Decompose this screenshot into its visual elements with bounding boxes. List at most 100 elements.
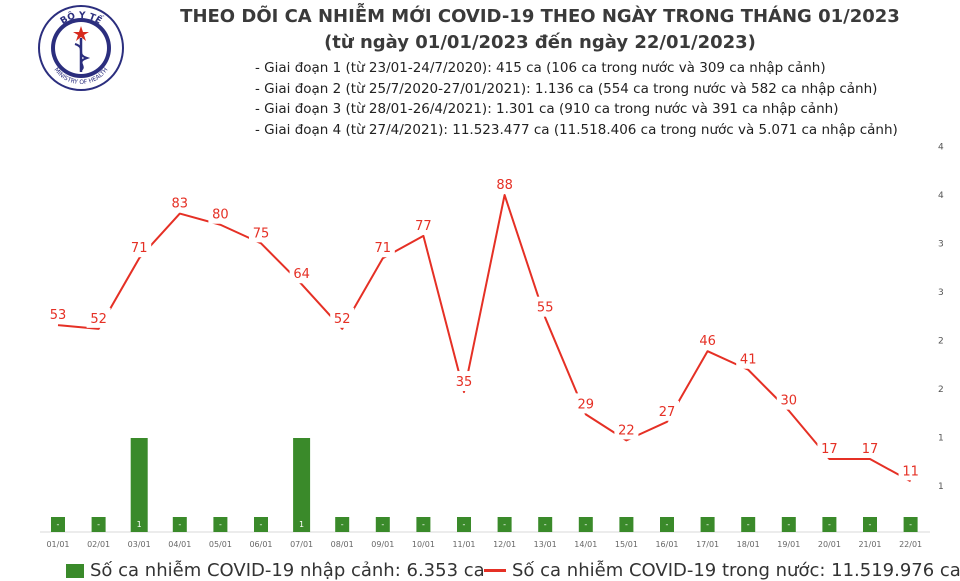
x-tick-16/01: 16/01 — [655, 540, 678, 549]
data-label-bg-21/01 — [858, 437, 882, 458]
bar-03/01 — [130, 438, 148, 532]
data-label-03/01: 71 — [131, 241, 148, 256]
bar-14/01 — [578, 517, 593, 532]
right-axis-tick-label: 2 — [938, 337, 944, 347]
bar-04/01 — [172, 517, 187, 532]
data-label-04/01: 83 — [172, 197, 189, 212]
bar-09/01 — [375, 517, 390, 532]
data-label-17/01: 46 — [699, 334, 716, 349]
x-tick-22/01: 22/01 — [899, 540, 922, 549]
x-tick-04/01: 04/01 — [168, 540, 191, 549]
data-label-bg-12/01 — [492, 174, 517, 194]
bar-label-20/01: - — [828, 520, 831, 529]
data-label-22/01: 11 — [902, 464, 919, 479]
x-tick-17/01: 17/01 — [696, 540, 719, 549]
x-tick-09/01: 09/01 — [371, 540, 394, 549]
legend-line-item: Số ca nhiễm COVID-19 trong nước: 11.519.… — [484, 560, 960, 581]
bar-label-07/01: 1 — [299, 520, 304, 529]
bar-label-18/01: - — [747, 520, 750, 529]
bar-label-21/01: - — [869, 520, 872, 529]
bar-08/01 — [335, 517, 350, 532]
bar-07/01 — [293, 438, 311, 532]
data-label-bg-15/01 — [614, 419, 639, 440]
bar-label-10/01: - — [422, 520, 425, 529]
data-label-bg-16/01 — [655, 400, 679, 421]
bar-01/01 — [51, 517, 65, 532]
data-label-bg-19/01 — [776, 389, 801, 410]
bar-10/01 — [416, 517, 431, 532]
data-label-10/01: 77 — [415, 219, 432, 234]
bar-label-11/01: - — [463, 520, 466, 529]
bar-label-19/01: - — [787, 520, 790, 529]
x-tick-02/01: 02/01 — [87, 540, 110, 549]
x-tick-14/01: 14/01 — [574, 540, 597, 549]
bar-label-17/01: - — [706, 520, 709, 529]
data-label-08/01: 52 — [334, 312, 351, 327]
data-label-07/01: 64 — [293, 267, 310, 282]
phase-notes: - Giai đoạn 1 (từ 23/01-24/7/2020): 415 … — [255, 58, 898, 140]
bar-label-01/01: - — [57, 520, 60, 529]
bar-16/01 — [660, 517, 674, 532]
chart-title: THEO DÕI CA NHIỄM MỚI COVID-19 THEO NGÀY… — [180, 6, 900, 27]
bar-20/01 — [822, 517, 837, 532]
legend-bar-swatch — [66, 563, 84, 578]
x-tick-13/01: 13/01 — [534, 540, 557, 549]
x-tick-05/01: 05/01 — [209, 540, 232, 549]
data-label-bg-09/01 — [370, 237, 395, 258]
data-label-bg-11/01 — [452, 371, 476, 392]
bar-21/01 — [863, 517, 877, 532]
data-label-bg-07/01 — [289, 263, 314, 284]
data-label-13/01: 55 — [537, 301, 554, 316]
note-phase-3: - Giai đoạn 3 (từ 28/01-26/4/2021): 1.30… — [255, 101, 839, 117]
data-label-15/01: 22 — [618, 423, 635, 438]
legend-line-swatch — [484, 569, 506, 572]
ministry-of-health-emblem-icon: BỘ Y TẾ MINISTRY OF HEALTH — [38, 5, 124, 91]
x-tick-07/01: 07/01 — [290, 540, 313, 549]
bar-06/01 — [254, 517, 268, 532]
data-label-bg-01/01 — [46, 304, 70, 325]
data-label-bg-20/01 — [817, 437, 842, 458]
x-tick-19/01: 19/01 — [777, 540, 800, 549]
header: THEO DÕI CA NHIỄM MỚI COVID-19 THEO NGÀY… — [140, 2, 940, 56]
x-tick-03/01: 03/01 — [128, 540, 151, 549]
data-label-bg-02/01 — [86, 307, 111, 328]
legend-bar-item: Số ca nhiễm COVID-19 nhập cảnh: 6.353 ca — [66, 560, 485, 581]
bar-19/01 — [781, 517, 796, 532]
data-label-11/01: 35 — [456, 375, 473, 390]
right-axis-tick-label: 3 — [938, 288, 944, 298]
note-phase-4: - Giai đoạn 4 (từ 27/4/2021): 11.523.477… — [255, 121, 898, 138]
data-label-bg-08/01 — [330, 307, 355, 328]
data-label-bg-04/01 — [167, 192, 192, 213]
bar-label-05/01: - — [219, 520, 222, 529]
data-label-06/01: 75 — [253, 226, 270, 241]
data-label-bg-17/01 — [695, 330, 720, 351]
bar-label-06/01: - — [260, 520, 263, 529]
bar-label-02/01: - — [97, 520, 100, 529]
bar-05/01 — [213, 517, 228, 532]
data-label-14/01: 29 — [578, 397, 595, 412]
data-label-bg-03/01 — [127, 237, 152, 258]
right-axis-tick-label: 1 — [938, 482, 944, 492]
right-axis-tick-label: 2 — [938, 385, 944, 395]
x-tick-21/01: 21/01 — [858, 540, 881, 549]
bar-15/01 — [619, 517, 634, 532]
bar-17/01 — [700, 517, 715, 532]
bar-label-16/01: - — [666, 520, 669, 529]
legend-bar-label: Số ca nhiễm COVID-19 nhập cảnh: 6.353 ca — [90, 560, 485, 581]
bar-02/01 — [91, 517, 106, 532]
right-axis-tick-label: 1 — [938, 434, 944, 444]
bar-18/01 — [741, 517, 756, 532]
data-label-bg-10/01 — [411, 214, 436, 235]
data-label-20/01: 17 — [821, 442, 838, 457]
bar-label-15/01: - — [625, 520, 628, 529]
data-label-bg-05/01 — [208, 203, 233, 224]
data-label-02/01: 52 — [90, 312, 107, 327]
note-phase-2: - Giai đoạn 2 (từ 25/7/2020-27/01/2021):… — [255, 80, 878, 97]
data-label-bg-13/01 — [533, 296, 558, 317]
bar-label-12/01: - — [503, 520, 506, 529]
data-label-bg-18/01 — [736, 348, 761, 369]
data-label-bg-06/01 — [249, 222, 273, 243]
x-tick-20/01: 20/01 — [818, 540, 841, 549]
data-label-12/01: 88 — [496, 178, 513, 193]
